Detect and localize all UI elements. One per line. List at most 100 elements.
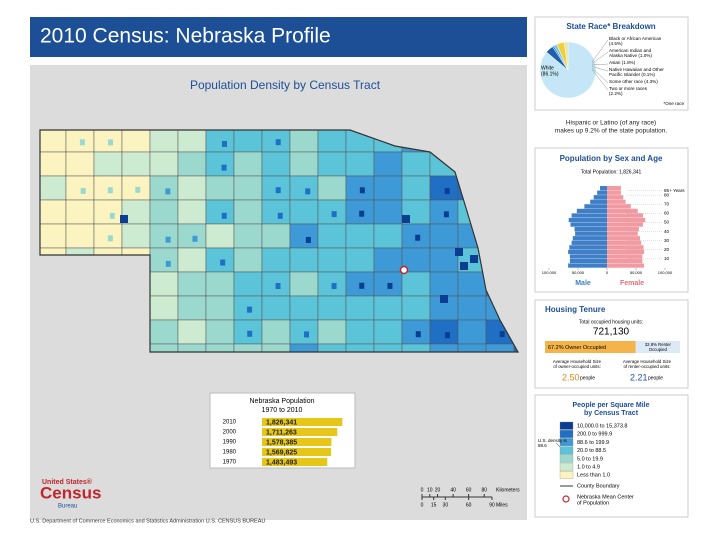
tract xyxy=(387,282,393,289)
county xyxy=(317,343,347,352)
owner-label: 67.2% Owner Occupied xyxy=(548,345,606,351)
county xyxy=(149,343,179,352)
county xyxy=(205,151,235,177)
county xyxy=(177,175,207,201)
pie-label: Native Hawaiian and Other xyxy=(609,67,664,72)
county xyxy=(40,199,67,225)
tract xyxy=(359,187,365,194)
county xyxy=(261,151,291,177)
map-title: Population Density by Census Tract xyxy=(190,78,381,92)
owner-unit: people xyxy=(580,375,595,381)
male-bar xyxy=(569,254,607,259)
tract xyxy=(444,332,450,339)
center-label: of Population xyxy=(577,500,609,506)
male-bar xyxy=(574,227,607,232)
scale-label: 90 xyxy=(489,502,495,508)
county xyxy=(373,295,403,321)
county xyxy=(177,247,207,273)
scale-label: 20 xyxy=(435,487,441,493)
logo-top: United States® xyxy=(42,478,93,486)
history-bar xyxy=(262,448,332,456)
boundary-label: County Boundary xyxy=(577,483,620,489)
county xyxy=(177,130,207,153)
female-bar xyxy=(607,199,626,204)
county xyxy=(289,343,319,352)
pie-label: White xyxy=(541,65,554,71)
male-bar xyxy=(570,222,607,227)
tract xyxy=(107,235,113,242)
tract xyxy=(220,259,226,266)
age-label: 40 xyxy=(664,229,670,234)
scale-label: 30 xyxy=(443,502,449,508)
tract xyxy=(275,283,281,290)
scale-label: 40 xyxy=(450,487,456,493)
county xyxy=(233,175,263,201)
male-bar xyxy=(593,195,607,200)
county xyxy=(205,175,235,201)
county xyxy=(317,223,347,249)
county xyxy=(317,175,347,201)
county xyxy=(205,295,235,321)
history-year: 2000 xyxy=(223,430,237,436)
county xyxy=(345,247,375,273)
male-bar xyxy=(597,190,607,195)
age-label: 10 xyxy=(664,256,670,261)
history-value: 1,569,825 xyxy=(266,449,297,456)
pie-label: Black or African American xyxy=(609,36,662,41)
county xyxy=(345,343,375,352)
history-value: 1,711,263 xyxy=(266,429,297,436)
pie-leader xyxy=(591,63,609,66)
county xyxy=(261,343,291,352)
tract xyxy=(165,188,171,195)
history-year: 1990 xyxy=(223,440,237,446)
county xyxy=(177,295,207,321)
us-density-note: U.S. density is xyxy=(538,438,568,443)
county xyxy=(401,271,431,297)
county xyxy=(317,295,347,321)
renter-bar xyxy=(635,341,680,353)
county xyxy=(233,247,263,273)
county xyxy=(289,271,319,297)
tract xyxy=(275,187,281,194)
x-tick-label: 100,000 xyxy=(542,270,557,275)
tract xyxy=(221,212,227,219)
scale-label: 15 xyxy=(431,502,437,508)
county xyxy=(317,151,347,177)
county xyxy=(205,199,235,225)
age-label: 30 xyxy=(664,238,670,243)
county xyxy=(149,295,179,321)
female-bar xyxy=(607,245,644,250)
history-title: Nebraska Population xyxy=(250,398,315,405)
pie-leader xyxy=(591,67,609,84)
county xyxy=(429,271,459,297)
county xyxy=(40,151,67,177)
history-value: 1,578,385 xyxy=(266,439,297,446)
county xyxy=(149,151,179,177)
history-year: 1980 xyxy=(223,450,237,456)
female-bar xyxy=(607,208,638,214)
scale-unit: Kilometers xyxy=(496,487,520,493)
county xyxy=(429,223,459,249)
renter-label: Occupied xyxy=(649,347,668,352)
county xyxy=(345,295,375,321)
state-outline xyxy=(39,129,520,353)
age-label: 80 xyxy=(664,192,670,197)
female-bar xyxy=(607,263,645,268)
agency: U.S. Department of Commerce Economics an… xyxy=(30,518,265,524)
tract xyxy=(499,331,505,338)
female-bar xyxy=(607,195,624,200)
age-label: 85+ Years xyxy=(664,188,685,193)
county xyxy=(149,130,179,153)
legend-swatch xyxy=(559,462,574,471)
owner-bar xyxy=(545,341,636,353)
county xyxy=(40,223,67,249)
county xyxy=(149,223,179,249)
female-bar xyxy=(607,222,643,227)
renter-label: 32.8% Renter xyxy=(645,342,672,347)
urban-tract xyxy=(470,255,478,263)
legend-label: 20.0 to 88.5 xyxy=(577,448,606,454)
county xyxy=(429,319,459,345)
female-bar xyxy=(607,249,645,255)
scale-label: 0 xyxy=(421,502,424,508)
county xyxy=(233,151,263,177)
